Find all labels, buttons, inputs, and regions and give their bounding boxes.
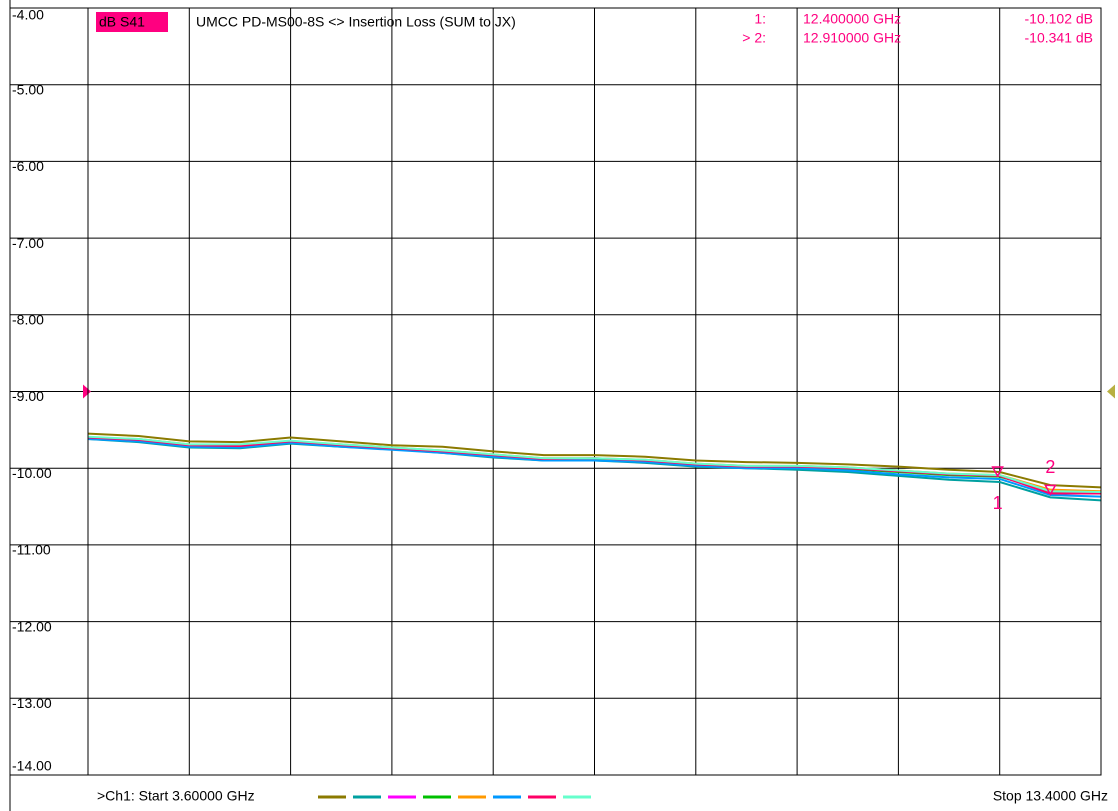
plot-frame <box>87 7 1102 776</box>
reference-marker-right <box>1107 384 1115 399</box>
trace-label: dB S41 <box>99 14 145 30</box>
marker <box>991 466 1004 478</box>
marker-readout-index: 1: <box>754 11 766 27</box>
stop-label: Stop 13.4000 GHz <box>993 788 1108 804</box>
marker-readout-index: > 2: <box>742 30 766 46</box>
y-tick-label: -5.00 <box>12 81 44 97</box>
chart-title: UMCC PD-MS00-8S <> Insertion Loss (SUM t… <box>196 14 516 30</box>
trace <box>87 438 1102 498</box>
reference-marker-left <box>83 384 91 399</box>
marker-readout-freq: 12.400000 GHz <box>803 11 901 27</box>
y-tick-label: -4.00 <box>12 7 44 23</box>
trace-label-box <box>96 12 168 32</box>
y-tick-label: -13.00 <box>12 695 52 711</box>
start-label: >Ch1: Start 3.60000 GHz <box>97 788 255 804</box>
y-tick-label: -7.00 <box>12 235 44 251</box>
marker-label: 1 <box>993 493 1003 513</box>
marker-readout-freq: 12.910000 GHz <box>803 30 901 46</box>
y-tick-label: -10.00 <box>12 465 52 481</box>
trace <box>87 432 1102 489</box>
marker <box>1044 484 1057 496</box>
y-tick-label: -6.00 <box>12 158 44 174</box>
marker-readout-value: -10.341 dB <box>1025 30 1094 46</box>
marker-readout-value: -10.102 dB <box>1025 11 1094 27</box>
y-tick-label: -11.00 <box>12 542 51 558</box>
y-tick-label: -8.00 <box>12 312 44 328</box>
trace <box>87 435 1102 493</box>
y-tick-label: -9.00 <box>12 388 44 404</box>
marker-label: 2 <box>1045 457 1055 477</box>
y-tick-label: -12.00 <box>12 618 52 634</box>
y-tick-label: -14.00 <box>12 758 52 774</box>
